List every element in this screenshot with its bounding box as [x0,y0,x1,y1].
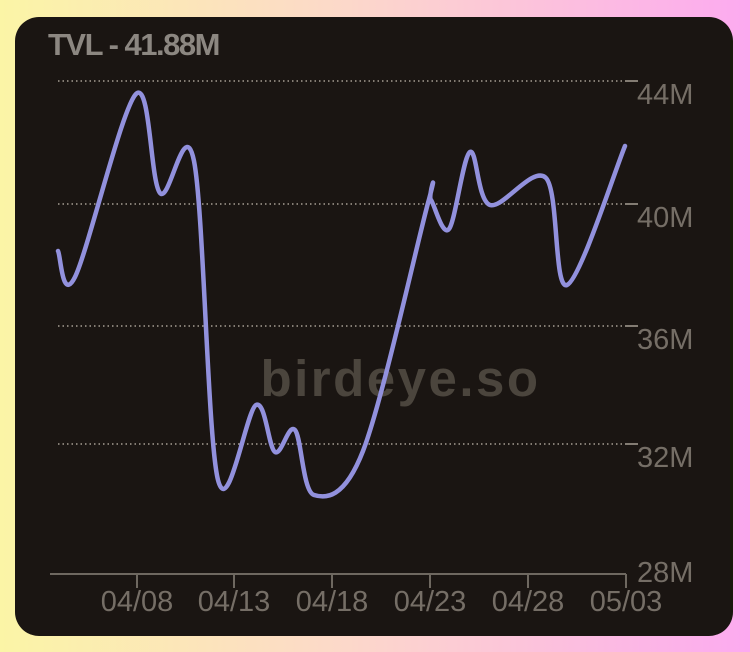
svg-text:04/23: 04/23 [394,586,467,618]
svg-text:05/03: 05/03 [590,586,663,618]
svg-text:28M: 28M [637,557,693,589]
svg-text:44M: 44M [637,79,693,111]
svg-text:40M: 40M [637,202,693,234]
svg-text:32M: 32M [637,442,693,474]
svg-text:04/13: 04/13 [198,586,271,618]
svg-text:04/28: 04/28 [492,586,565,618]
svg-text:04/18: 04/18 [296,586,369,618]
svg-text:36M: 36M [637,324,693,356]
svg-text:04/08: 04/08 [101,586,174,618]
